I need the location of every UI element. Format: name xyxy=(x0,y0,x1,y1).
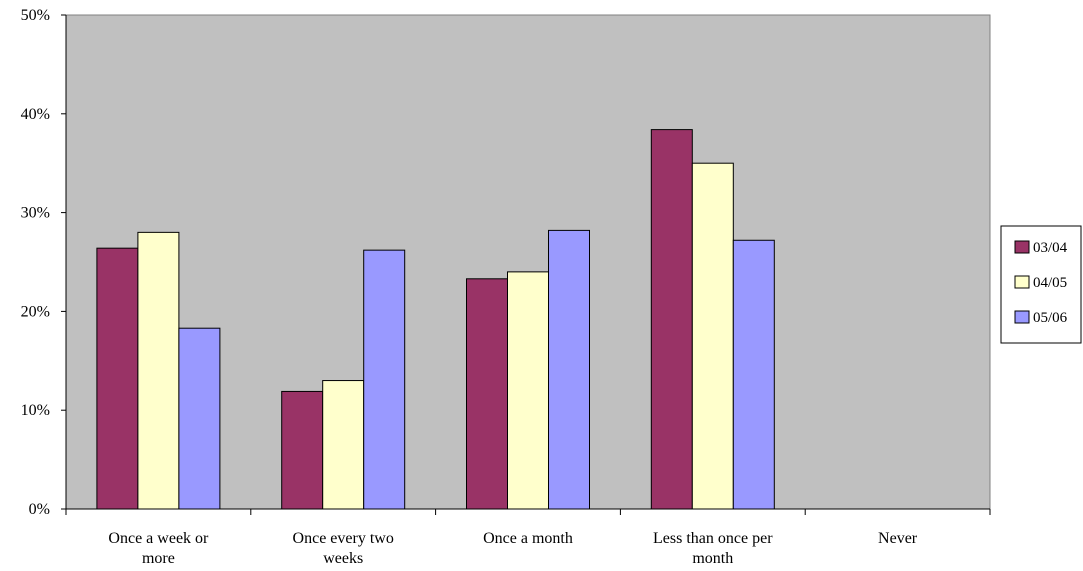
x-category-label: Less than once per month xyxy=(653,530,773,567)
legend-box xyxy=(1000,225,1082,344)
legend-label: 03/04 xyxy=(1033,240,1068,256)
y-tick-label: 0% xyxy=(29,501,50,518)
legend-swatch xyxy=(1014,310,1030,324)
y-axis: 0% 10% 20% 30% 40% 50% xyxy=(21,7,67,518)
bar-04-05-1 xyxy=(322,380,365,510)
bar-04-05-3 xyxy=(691,162,734,510)
x-category-label: Once a month xyxy=(483,530,573,547)
x-axis: Once a week or more Once every two weeks Onc… xyxy=(65,508,991,567)
bar-03-04-0 xyxy=(96,247,139,510)
bar-05-06-1 xyxy=(363,249,406,510)
x-category-label: Once every two weeks xyxy=(293,530,394,567)
bar-05-06-2 xyxy=(548,229,590,510)
y-tick-label: 30% xyxy=(21,205,50,222)
legend: 03/04 04/05 05/06 xyxy=(1000,225,1082,344)
y-tick-label: 50% xyxy=(21,7,50,24)
x-category-label: Never xyxy=(878,530,918,547)
bar-04-05-0 xyxy=(137,231,180,510)
bar-03-04-1 xyxy=(281,390,324,510)
bar-03-04-2 xyxy=(466,278,508,510)
x-category-label: Once a week or more xyxy=(108,530,209,567)
bar-04-05-2 xyxy=(507,271,549,510)
legend-swatch xyxy=(1014,240,1030,254)
bars xyxy=(96,129,775,510)
y-tick-label: 20% xyxy=(21,303,50,320)
bar-05-06-0 xyxy=(178,327,221,510)
y-tick-label: 40% xyxy=(21,106,50,123)
legend-label: 04/05 xyxy=(1033,275,1067,291)
legend-label: 05/06 xyxy=(1033,310,1068,326)
y-tick-label: 10% xyxy=(21,402,50,419)
bar-03-04-3 xyxy=(650,129,693,510)
legend-swatch xyxy=(1014,275,1030,289)
bar-05-06-3 xyxy=(732,239,775,510)
